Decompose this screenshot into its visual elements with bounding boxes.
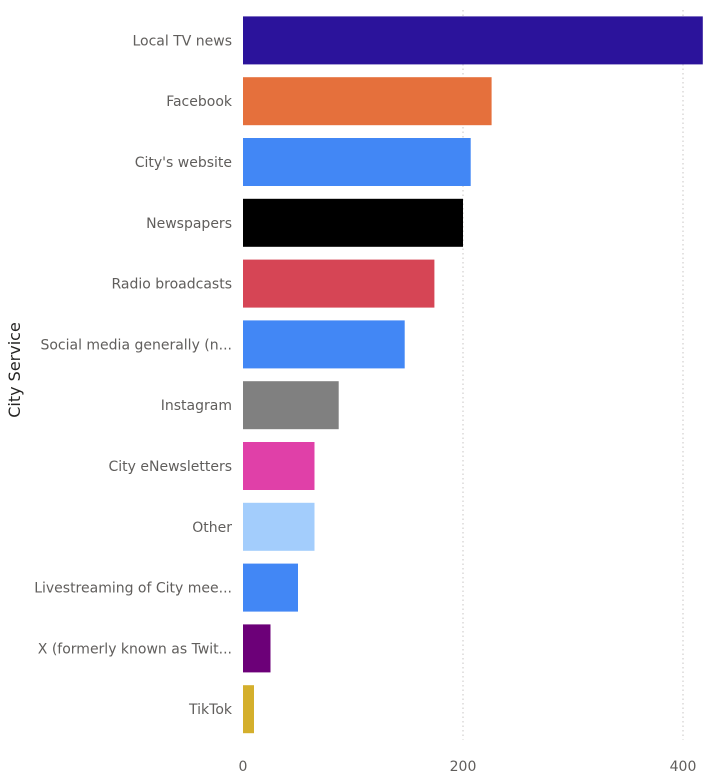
y-axis-title: City Service xyxy=(5,322,24,418)
bar[interactable] xyxy=(243,442,315,490)
category-label: Instagram xyxy=(161,398,232,414)
bar[interactable] xyxy=(243,77,492,126)
bar[interactable] xyxy=(243,685,254,734)
x-tick-label: 0 xyxy=(239,759,248,775)
bar[interactable] xyxy=(243,138,471,186)
category-label: Facebook xyxy=(166,94,233,110)
bar[interactable] xyxy=(243,381,339,430)
category-label: Social media generally (n... xyxy=(40,337,232,353)
category-label: X (formerly known as Twit... xyxy=(38,641,232,657)
category-label: Livestreaming of City mee... xyxy=(34,581,232,597)
bar[interactable] xyxy=(243,563,298,612)
bar[interactable] xyxy=(243,259,435,308)
bar[interactable] xyxy=(243,320,405,369)
bar[interactable] xyxy=(243,198,463,247)
category-labels: Local TV news Facebook City's website Newsp… xyxy=(34,33,233,718)
category-label: City's website xyxy=(135,155,232,171)
category-label: Local TV news xyxy=(132,33,232,49)
category-label: City eNewsletters xyxy=(109,459,232,475)
x-tick-label: 200 xyxy=(450,759,477,775)
category-label: Other xyxy=(192,520,232,536)
category-label: Radio broadcasts xyxy=(111,277,232,293)
category-label: Newspapers xyxy=(146,216,232,232)
gridlines xyxy=(462,10,684,740)
x-axis-ticks: 0 200 400 xyxy=(239,759,697,775)
bar[interactable] xyxy=(243,502,315,551)
bar[interactable] xyxy=(243,624,271,673)
x-tick-label: 400 xyxy=(670,759,697,775)
bars xyxy=(243,16,703,734)
bar[interactable] xyxy=(243,16,703,65)
category-label: TikTok xyxy=(188,702,233,718)
